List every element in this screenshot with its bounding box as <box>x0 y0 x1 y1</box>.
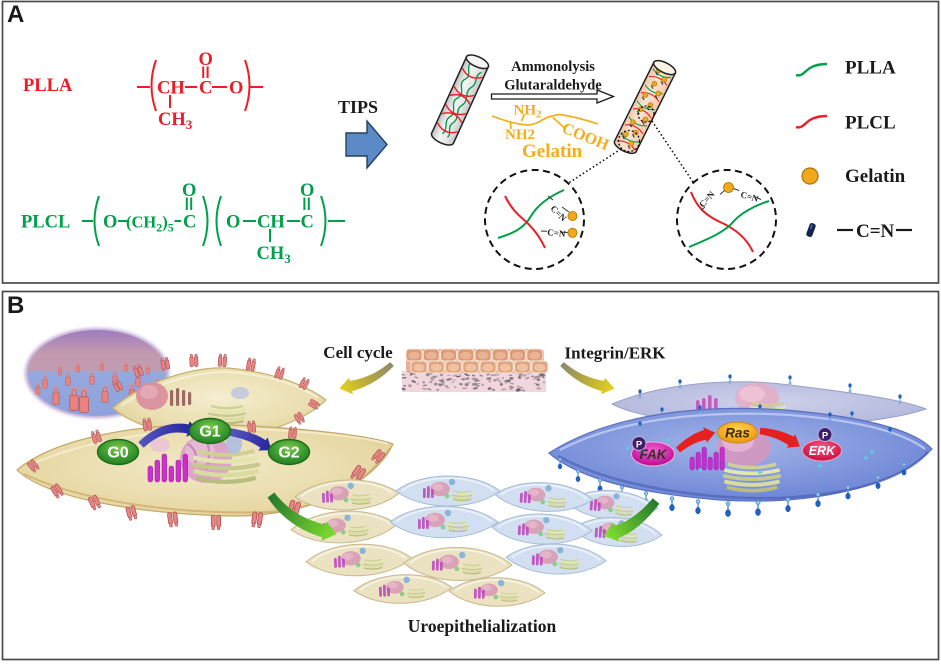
svg-text:ERK: ERK <box>809 444 836 458</box>
svg-text:TIPS: TIPS <box>338 97 378 117</box>
svg-text:C=N: C=N <box>547 227 567 239</box>
svg-text:G2: G2 <box>278 445 299 462</box>
svg-text:G0: G0 <box>107 445 128 462</box>
svg-text:O: O <box>226 213 240 233</box>
svg-text:C=N: C=N <box>856 221 895 242</box>
svg-text:G1: G1 <box>199 424 220 441</box>
svg-text:C: C <box>183 213 196 233</box>
svg-text:PLLA: PLLA <box>845 58 896 79</box>
svg-text:O: O <box>103 213 117 233</box>
svg-text:Cell cycle: Cell cycle <box>323 343 393 362</box>
svg-text:Gelatin: Gelatin <box>845 166 906 187</box>
svg-text:B: B <box>7 292 24 319</box>
svg-text:C: C <box>199 79 212 99</box>
svg-text:(CH2)5: (CH2)5 <box>126 213 174 235</box>
svg-text:CH: CH <box>257 213 285 233</box>
svg-text:O: O <box>182 181 196 201</box>
svg-text:Ammonolysis: Ammonolysis <box>511 59 595 75</box>
svg-text:Integrin/ERK: Integrin/ERK <box>564 344 666 363</box>
svg-text:P: P <box>636 440 643 451</box>
svg-text:Glutaraldehyde: Glutaraldehyde <box>504 78 602 94</box>
svg-text:PLLA: PLLA <box>23 76 73 96</box>
svg-text:O: O <box>300 181 314 201</box>
svg-text:PLCL: PLCL <box>21 213 70 233</box>
svg-text:C: C <box>301 213 314 233</box>
svg-text:PLCL: PLCL <box>845 113 896 134</box>
svg-text:O: O <box>199 50 213 70</box>
svg-text:O: O <box>229 79 243 99</box>
svg-text:Uroepithelialization: Uroepithelialization <box>408 616 557 636</box>
svg-text:CH: CH <box>157 79 185 99</box>
svg-text:Ras: Ras <box>725 426 750 441</box>
svg-text:Gelatin: Gelatin <box>522 141 583 162</box>
svg-text:A: A <box>7 1 24 28</box>
svg-text:P: P <box>822 431 829 442</box>
